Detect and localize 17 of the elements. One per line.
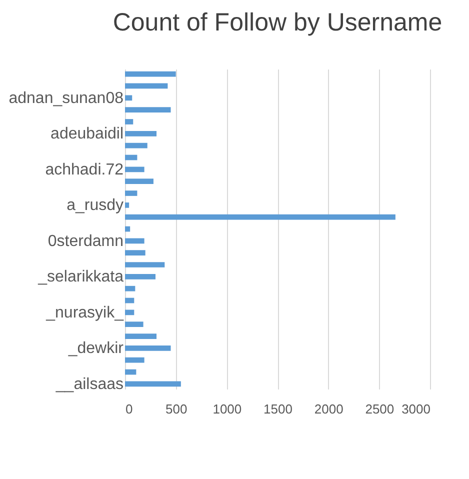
y-tick-label: achhadi.72	[45, 161, 124, 178]
x-tick-label: 2000	[314, 402, 344, 416]
x-tick-label: 3000	[402, 402, 430, 416]
y-tick-label: adeubaidil	[50, 126, 124, 143]
y-tick-label: a_rusdy	[66, 197, 124, 214]
x-tick-label: 0	[126, 402, 133, 416]
x-tick-label: 1000	[212, 402, 242, 416]
chart-title: Count of Follow by Username	[112, 8, 442, 37]
y-tick-label: adnan_sunan08	[8, 90, 124, 107]
y-tick-label: _nurasyik_	[45, 304, 125, 322]
x-tick-label: 1500	[264, 402, 292, 416]
y-tick-label: _selarikkata	[37, 268, 124, 286]
y-tick-label: __ailsaas	[54, 376, 124, 393]
y-tick-label: _dewkir	[67, 340, 124, 358]
x-tick-label: 2500	[365, 402, 394, 416]
x-tick-label: 500	[165, 402, 188, 416]
y-tick-label: 0sterdamn	[48, 232, 124, 250]
